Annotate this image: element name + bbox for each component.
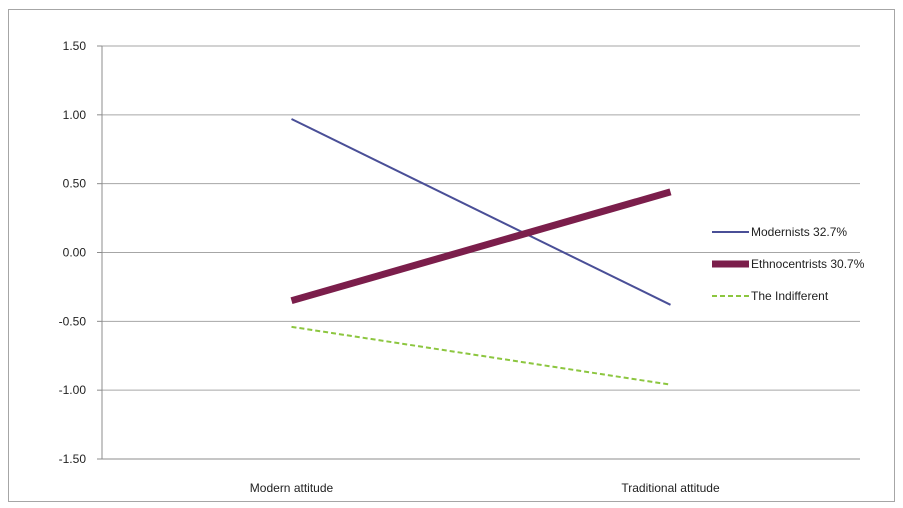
y-tick-label: -0.50 — [59, 314, 87, 328]
y-tick-label: 0.50 — [63, 177, 87, 191]
series-line — [291, 325, 671, 386]
y-tick-label: -1.50 — [59, 452, 87, 466]
legend-label: Ethnocentrists 30.7% — [751, 257, 865, 271]
legend-label: Modernists 32.7% — [751, 225, 847, 239]
series-lines — [290, 118, 672, 386]
gridlines — [97, 45, 860, 460]
axes — [101, 46, 860, 460]
x-tick-label: Modern attitude — [250, 481, 334, 495]
y-tick-label: 1.50 — [63, 39, 87, 53]
series-line — [290, 188, 672, 305]
legend-label: The Indifferent — [751, 289, 829, 303]
y-tick-label: -1.00 — [59, 383, 87, 397]
x-tick-label: Traditional attitude — [621, 481, 720, 495]
y-tick-labels: 1.50 1.00 0.50 0.00 -0.50 -1.00 -1.50 — [59, 39, 87, 466]
y-tick-label: 0.00 — [63, 246, 87, 260]
legend: Modernists 32.7% Ethnocentrists 30.7% The … — [712, 225, 865, 303]
x-tick-labels: Modern attitude Traditional attitude — [250, 481, 720, 495]
y-tick-label: 1.00 — [63, 108, 87, 122]
series-line — [291, 118, 671, 306]
